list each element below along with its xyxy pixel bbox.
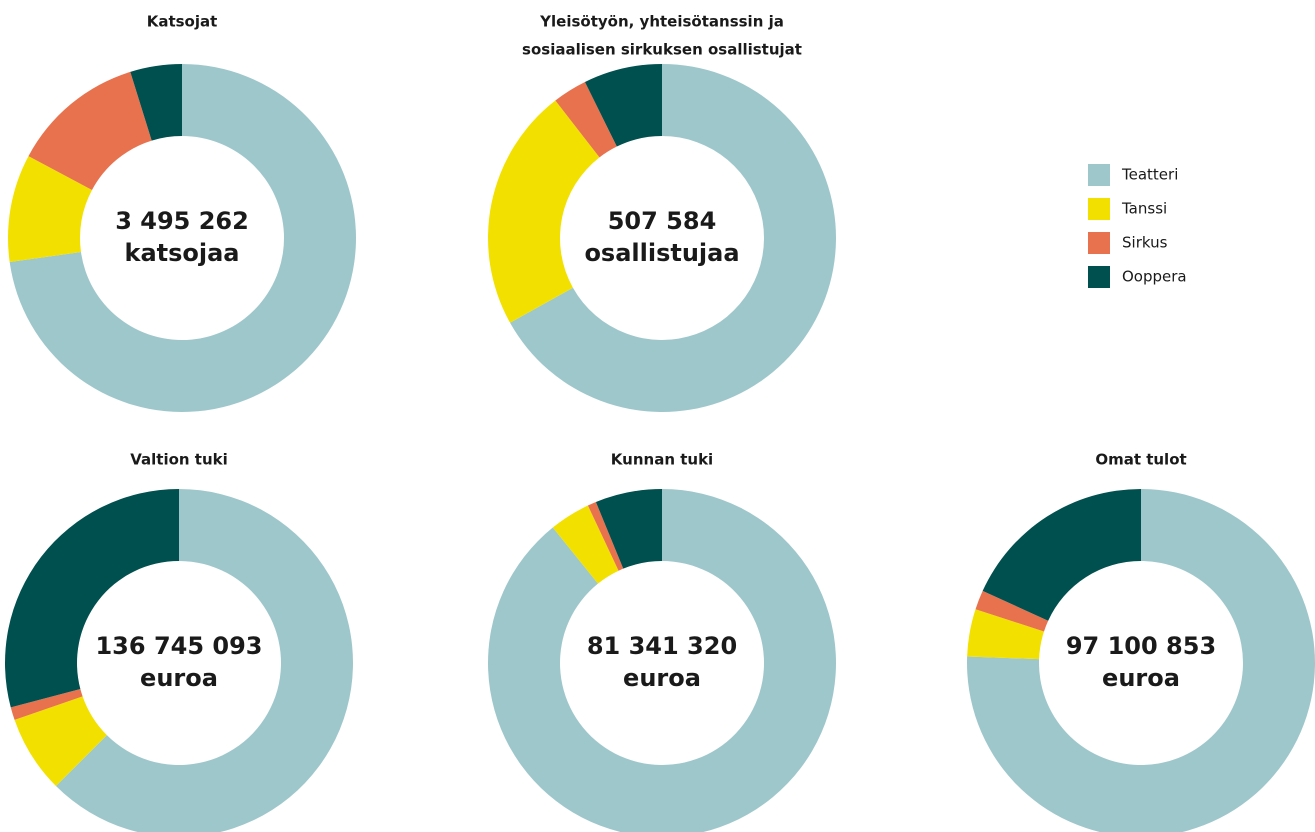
legend-swatch — [1088, 266, 1110, 288]
center-label: euroa — [1102, 664, 1180, 692]
chart-title: Omat tulot — [1095, 451, 1186, 469]
chart-title: sosiaalisen sirkuksen osallistujat — [522, 41, 802, 59]
donut-segment — [130, 64, 182, 141]
center-label: euroa — [623, 664, 701, 692]
legend-label: Teatteri — [1121, 166, 1178, 184]
chart-title: Yleisötyön, yhteisötanssin ja — [539, 13, 784, 31]
donut-segment — [975, 590, 1049, 632]
donut-segment — [555, 81, 617, 158]
center-label: 136 745 093 — [95, 632, 262, 660]
legend-label: Ooppera — [1122, 268, 1187, 286]
donut-segment — [552, 505, 619, 584]
center-label: 97 100 853 — [1066, 632, 1216, 660]
donut-segment — [967, 609, 1044, 660]
center-label: osallistujaa — [584, 239, 739, 267]
chart-title: Katsojat — [147, 13, 218, 31]
donut-segment — [982, 489, 1141, 621]
center-label: 81 341 320 — [587, 632, 737, 660]
legend-label: Sirkus — [1122, 234, 1168, 252]
center-label: euroa — [140, 664, 218, 692]
donut-segment — [510, 64, 836, 413]
legend-swatch — [1088, 198, 1110, 220]
legend-swatch — [1088, 232, 1110, 254]
legend-swatch — [1088, 164, 1110, 186]
center-label: 3 495 262 — [115, 207, 249, 235]
legend-label: Tanssi — [1121, 200, 1167, 218]
chart-title: Kunnan tuki — [611, 451, 713, 469]
donut-segment — [8, 156, 93, 262]
chart-title: Valtion tuki — [130, 451, 228, 469]
donut-segment — [967, 489, 1315, 832]
center-label: katsojaa — [124, 239, 239, 267]
donut-segment — [5, 489, 180, 708]
donut-segment — [10, 688, 83, 720]
donut-segment — [14, 696, 107, 787]
donut-segment — [587, 502, 624, 571]
donut-segment — [28, 71, 152, 190]
donut-segment — [9, 64, 357, 413]
donut-segment — [488, 100, 600, 323]
donut-segment — [488, 489, 836, 832]
center-label: 507 584 — [608, 207, 717, 235]
donut-segment — [595, 489, 662, 569]
donut-segment — [584, 64, 662, 147]
donut-segment — [55, 489, 353, 832]
